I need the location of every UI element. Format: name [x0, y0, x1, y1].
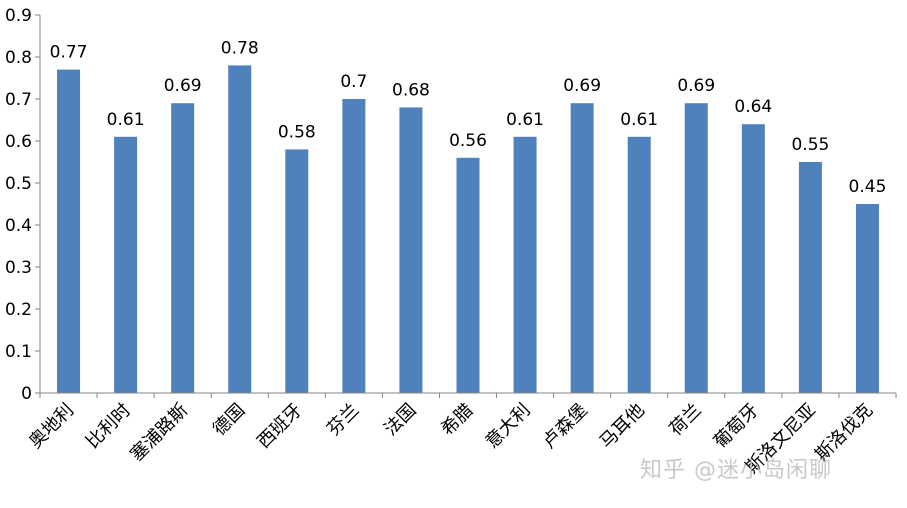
category-label: 意大利	[482, 400, 535, 453]
bar	[114, 136, 138, 394]
bar	[399, 107, 423, 394]
bars	[57, 65, 879, 394]
data-label: 0.69	[164, 76, 202, 96]
data-label: 0.77	[50, 43, 88, 63]
y-tick-label: 0.9	[5, 6, 32, 26]
data-label: 0.61	[107, 110, 145, 130]
category-label: 比利时	[82, 400, 135, 453]
data-label: 0.69	[677, 76, 715, 96]
watermark: 知乎 @迷小岛闲聊	[640, 458, 832, 483]
category-label: 德国	[209, 400, 249, 440]
data-label: 0.61	[506, 110, 544, 130]
category-label: 卢森堡	[539, 400, 592, 453]
bar	[342, 99, 366, 393]
data-label: 0.69	[563, 76, 601, 96]
category-label: 塞浦路斯	[126, 400, 192, 466]
data-label: 0.61	[620, 110, 658, 130]
y-tick-label: 0.8	[5, 48, 32, 68]
data-label: 0.45	[849, 177, 887, 197]
y-tick-label: 0.6	[5, 132, 32, 152]
data-label: 0.7	[340, 72, 367, 92]
bar	[684, 103, 708, 393]
bar	[798, 162, 822, 393]
data-label: 0.56	[449, 131, 487, 151]
category-label: 奥地利	[25, 400, 78, 453]
bar	[570, 103, 594, 393]
y-axis: 0 0.1 0.2 0.3 0.4 0.5 0.6 0.7 0.8 0.9	[5, 6, 41, 404]
y-tick-label: 0	[21, 384, 32, 404]
data-label: 0.78	[221, 38, 259, 58]
category-label: 法国	[380, 400, 420, 440]
bar	[456, 157, 480, 393]
data-label: 0.58	[278, 122, 316, 142]
bar	[228, 65, 252, 394]
bar	[171, 103, 195, 393]
data-label: 0.64	[734, 97, 772, 117]
bar	[741, 124, 765, 393]
y-tick-label: 0.3	[5, 258, 32, 278]
y-tick-label: 0.5	[5, 174, 32, 194]
category-label: 马耳他	[596, 400, 649, 453]
bar	[285, 149, 309, 393]
y-tick-label: 0.1	[5, 342, 32, 362]
category-label: 希腊	[437, 400, 477, 440]
category-label: 芬兰	[323, 400, 363, 440]
y-tick-label: 0.4	[5, 216, 32, 236]
data-label: 0.55	[791, 135, 829, 155]
y-tick-label: 0.7	[5, 90, 32, 110]
y-tick-label: 0.2	[5, 300, 32, 320]
category-label: 西班牙	[253, 400, 306, 453]
bar	[57, 69, 81, 393]
category-label: 葡萄牙	[710, 400, 763, 453]
data-labels: 0.77 0.61 0.69 0.78 0.58 0.7 0.68 0.56 0.61 0.69 0…	[50, 38, 887, 197]
bar	[855, 204, 879, 393]
data-label: 0.68	[392, 80, 430, 100]
bar	[627, 136, 651, 394]
bar	[513, 136, 537, 394]
category-label: 荷兰	[665, 400, 705, 440]
